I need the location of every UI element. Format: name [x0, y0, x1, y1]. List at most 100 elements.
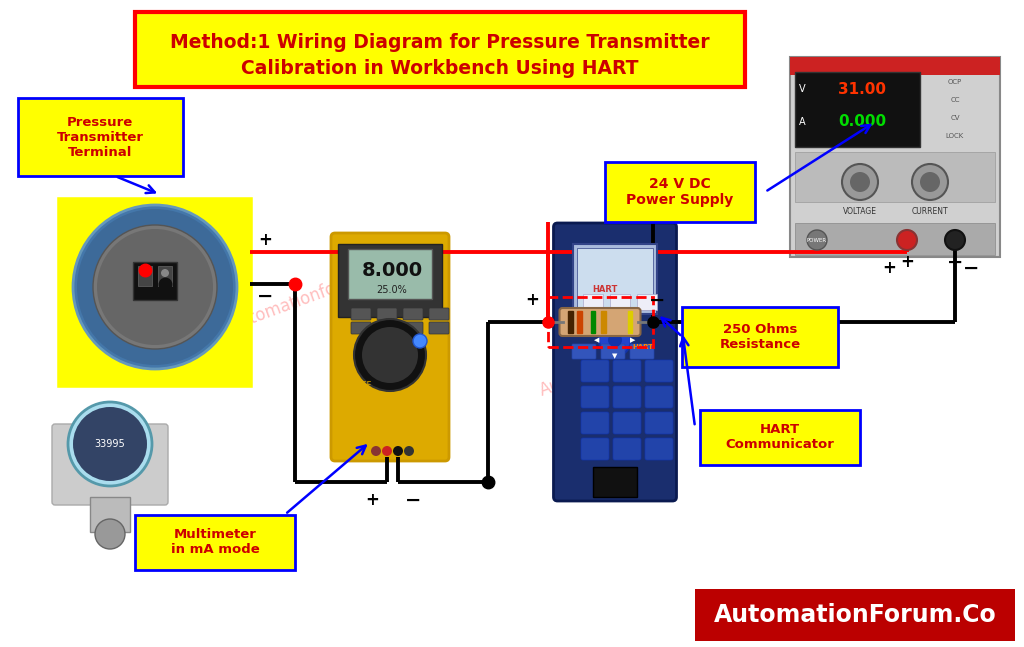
Circle shape [93, 225, 217, 349]
Text: Method:1 Wiring Diagram for Pressure Transmitter: Method:1 Wiring Diagram for Pressure Tra… [170, 32, 710, 52]
FancyBboxPatch shape [429, 308, 449, 320]
Bar [577, 311, 582, 333]
Circle shape [97, 229, 213, 345]
Text: 0.000: 0.000 [838, 115, 886, 129]
Circle shape [73, 205, 237, 369]
FancyBboxPatch shape [377, 308, 397, 320]
Text: POWER: POWER [807, 237, 827, 243]
FancyBboxPatch shape [351, 322, 371, 334]
Circle shape [945, 230, 965, 250]
Circle shape [362, 327, 418, 383]
Text: CURRENT: CURRENT [911, 208, 948, 217]
Bar [605, 162, 755, 222]
Bar [138, 266, 152, 286]
Bar [695, 589, 1015, 641]
Circle shape [599, 324, 631, 356]
FancyBboxPatch shape [581, 386, 609, 408]
Bar [60, 199, 250, 384]
Circle shape [404, 446, 414, 456]
Text: 8.000: 8.000 [361, 261, 423, 281]
Bar [348, 249, 432, 299]
Text: CV: CV [950, 115, 959, 121]
Text: Automationforum.co: Automationforum.co [537, 324, 703, 400]
Circle shape [608, 333, 622, 347]
Circle shape [413, 334, 427, 348]
Circle shape [73, 407, 147, 481]
Text: OCP: OCP [948, 79, 963, 85]
Text: −: − [649, 291, 666, 309]
Text: Calibration in Workbench Using HART: Calibration in Workbench Using HART [242, 60, 639, 78]
Bar [567, 311, 572, 333]
Text: −: − [404, 490, 421, 509]
Text: +: + [882, 259, 896, 277]
Text: CC: CC [950, 97, 959, 103]
FancyBboxPatch shape [630, 344, 654, 359]
FancyBboxPatch shape [403, 322, 423, 334]
FancyBboxPatch shape [403, 308, 423, 320]
Text: ▶: ▶ [631, 337, 636, 343]
Circle shape [912, 164, 948, 200]
FancyBboxPatch shape [613, 386, 641, 408]
Text: 250 Ohms
Resistance: 250 Ohms Resistance [720, 323, 801, 351]
FancyBboxPatch shape [572, 344, 596, 359]
Bar [593, 467, 637, 497]
Text: OFF: OFF [355, 380, 372, 389]
Bar [573, 244, 657, 314]
Bar [683, 307, 838, 367]
Circle shape [371, 446, 381, 456]
FancyBboxPatch shape [331, 233, 449, 461]
Text: LOCK: LOCK [946, 133, 965, 139]
Bar [610, 294, 630, 310]
FancyBboxPatch shape [601, 344, 625, 359]
FancyBboxPatch shape [613, 412, 641, 434]
FancyBboxPatch shape [581, 360, 609, 382]
Bar [700, 410, 860, 465]
Bar [577, 248, 653, 310]
FancyBboxPatch shape [429, 322, 449, 334]
Bar [790, 57, 1000, 257]
Circle shape [897, 230, 918, 250]
Text: Automationforum.co: Automationforum.co [226, 259, 393, 334]
Text: A: A [799, 117, 805, 127]
Text: Multimeter
in mA mode: Multimeter in mA mode [171, 528, 259, 556]
Bar [795, 72, 920, 147]
Bar [795, 223, 995, 255]
Text: 25.0%: 25.0% [377, 285, 408, 295]
FancyBboxPatch shape [377, 322, 397, 334]
Text: Pressure
Transmitter
Terminal: Pressure Transmitter Terminal [56, 116, 143, 159]
Text: −: − [257, 287, 273, 305]
Bar [628, 311, 632, 333]
Text: 31.00: 31.00 [838, 82, 886, 96]
Text: 24 V DC
Power Supply: 24 V DC Power Supply [627, 177, 733, 207]
Circle shape [850, 172, 870, 192]
Circle shape [393, 446, 403, 456]
Text: 33995: 33995 [94, 439, 125, 449]
FancyBboxPatch shape [559, 308, 640, 336]
Circle shape [354, 319, 426, 391]
Text: AutomationForum.Co: AutomationForum.Co [714, 603, 996, 627]
Bar [637, 294, 657, 310]
Bar [158, 266, 172, 286]
Text: ▼: ▼ [612, 353, 617, 359]
Bar [133, 262, 177, 300]
FancyBboxPatch shape [613, 360, 641, 382]
Text: ▲: ▲ [612, 321, 617, 327]
Text: VOLTAGE: VOLTAGE [843, 208, 877, 217]
Bar [591, 311, 595, 333]
FancyBboxPatch shape [645, 412, 673, 434]
Text: +: + [258, 231, 272, 249]
Bar [600, 311, 605, 333]
FancyBboxPatch shape [581, 412, 609, 434]
Bar [90, 497, 130, 532]
Circle shape [141, 269, 150, 277]
Circle shape [161, 269, 169, 277]
Bar [795, 152, 995, 202]
FancyBboxPatch shape [645, 360, 673, 382]
FancyBboxPatch shape [581, 438, 609, 460]
Circle shape [95, 519, 125, 549]
Bar [790, 57, 1000, 75]
Circle shape [68, 402, 152, 486]
Bar [135, 514, 295, 569]
Circle shape [920, 172, 940, 192]
FancyBboxPatch shape [645, 438, 673, 460]
